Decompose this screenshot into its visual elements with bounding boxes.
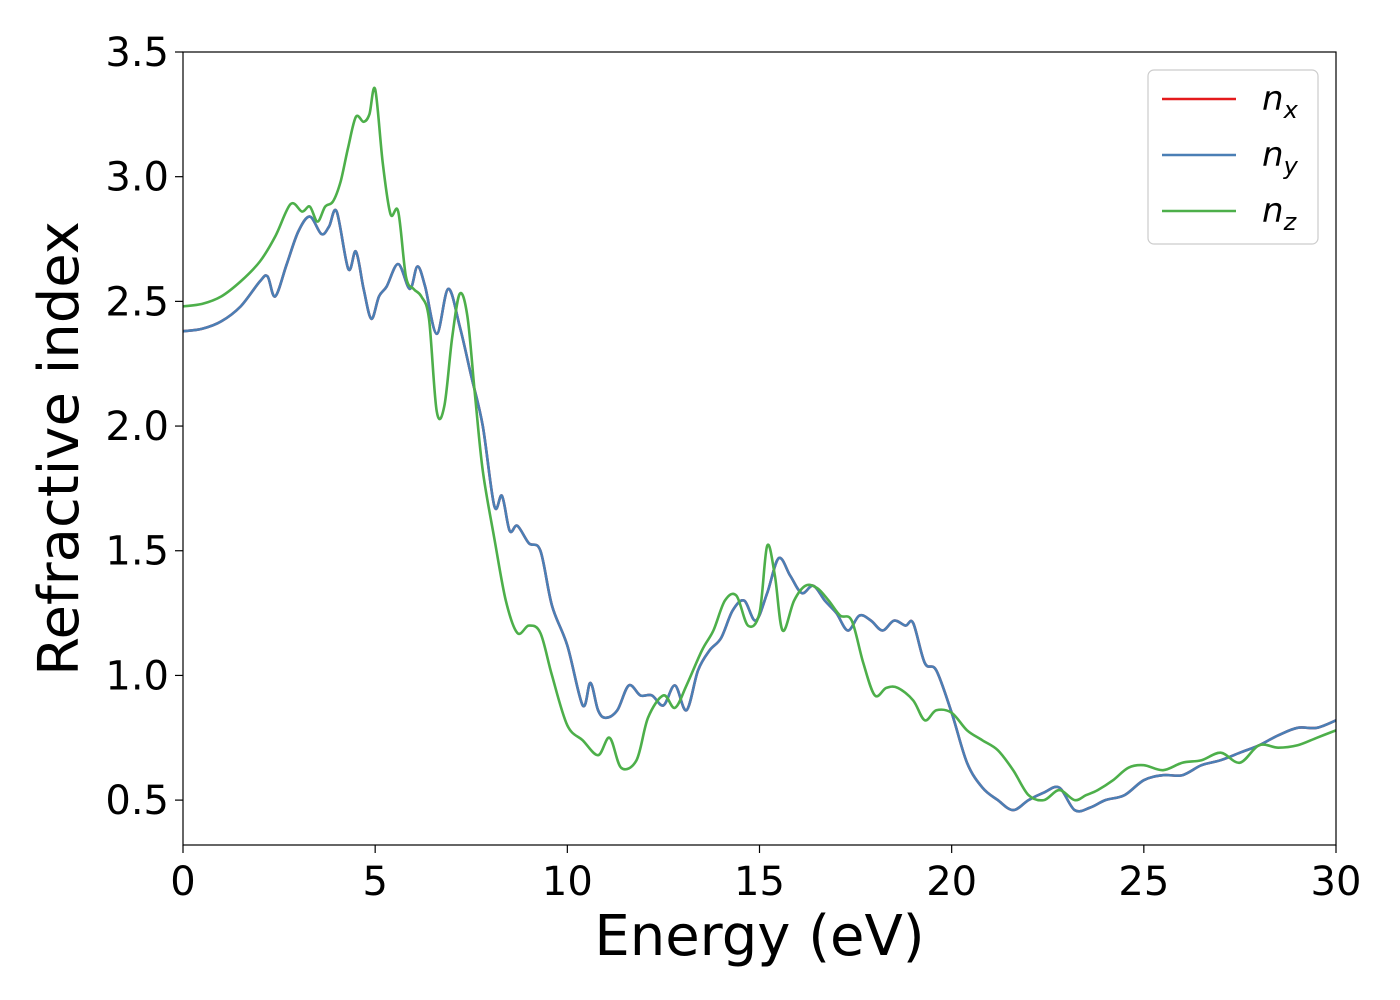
x-tick-label: 30 — [1311, 859, 1362, 905]
y-tick-label: 1.0 — [105, 653, 169, 699]
x-tick-label: 25 — [1118, 859, 1169, 905]
series-layer — [183, 86, 1336, 813]
x-tick-label: 15 — [734, 859, 785, 905]
legend: nx ny nz — [1147, 69, 1319, 245]
series-line-nx — [183, 208, 1336, 813]
y-tick-label: 3.0 — [105, 155, 169, 201]
x-tick-label: 0 — [170, 859, 195, 905]
y-axis-ticks: 0.5 1.0 1.5 2.0 2.5 3.0 3.5 — [105, 30, 183, 824]
x-tick-label: 5 — [362, 859, 387, 905]
x-tick-label: 20 — [926, 859, 977, 905]
y-tick-label: 2.5 — [105, 279, 169, 325]
legend-box — [1147, 69, 1319, 245]
x-axis-ticks: 0 5 10 15 20 25 30 — [170, 845, 1361, 905]
y-tick-label: 3.5 — [105, 30, 169, 76]
x-tick-label: 10 — [542, 859, 593, 905]
legend-label-nz: nz — [1262, 191, 1298, 236]
series-line-ny — [183, 208, 1336, 813]
series-line-nz — [183, 86, 1336, 802]
y-axis-title: Refractive index — [27, 221, 92, 676]
x-axis-title: Energy (eV) — [594, 904, 924, 969]
y-tick-label: 0.5 — [105, 778, 169, 824]
legend-label-ny: ny — [1262, 135, 1299, 180]
legend-label-nx: nx — [1262, 79, 1299, 124]
y-tick-label: 1.5 — [105, 529, 169, 575]
y-tick-label: 2.0 — [105, 404, 169, 450]
